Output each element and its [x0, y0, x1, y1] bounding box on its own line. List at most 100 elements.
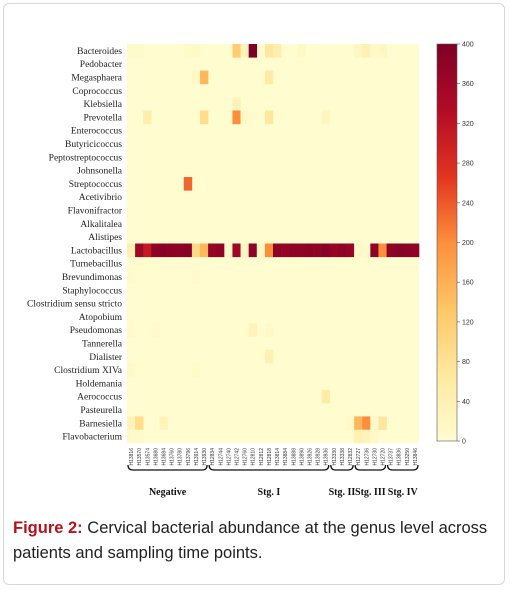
colorbar-tick-label: 200 — [462, 240, 474, 247]
genus-label: Alkalitalea — [80, 220, 122, 230]
genus-label: Holdemania — [76, 379, 123, 389]
colorbar — [436, 43, 458, 442]
figure-caption: Figure 2: Cervical bacterial abundance a… — [13, 516, 493, 566]
genus-label: Prevotella — [83, 113, 122, 123]
heatmap-cell — [264, 243, 274, 258]
heatmap-cell — [370, 44, 379, 58]
heatmap-cell — [346, 416, 355, 430]
heatmap-cell — [240, 110, 249, 125]
heatmap-cell — [264, 110, 274, 125]
sample-label: H12730 — [372, 448, 378, 466]
heatmap-cell — [159, 416, 168, 430]
heatmap-cell — [191, 270, 201, 284]
sample-label: H12742 — [235, 448, 241, 466]
genus-label: Lactobacillus — [71, 246, 122, 256]
colorbar-tick-label: 320 — [462, 121, 474, 128]
sample-label: H13780 — [178, 448, 184, 466]
heatmap-cell — [370, 243, 379, 258]
group-label: Stg. III — [355, 487, 386, 498]
heatmap-cell — [264, 323, 274, 337]
heatmap-cell — [208, 243, 217, 258]
genus-label: Flavobacterium — [62, 433, 122, 443]
sample-label: H13888 — [291, 448, 297, 466]
heatmap-cell — [273, 243, 282, 258]
sample-label: H12720 — [381, 448, 387, 466]
heatmap-cell — [191, 44, 201, 58]
heatmap-cell — [402, 243, 412, 258]
heatmap-cell — [378, 44, 387, 58]
heatmap-cell — [232, 110, 241, 125]
sample-label: H12832 — [348, 448, 354, 466]
genus-label: Clostridium XIVa — [54, 366, 123, 376]
heatmap-cell — [264, 349, 274, 364]
heatmap-cell — [159, 243, 168, 258]
genus-label: Peptostreptococcus — [49, 153, 123, 163]
heatmap-cell — [297, 44, 306, 58]
heatmap-cell — [354, 429, 363, 444]
heatmap-cell — [337, 243, 347, 258]
sample-label: H13816 — [129, 448, 135, 466]
sample-label: H13684 — [162, 448, 168, 466]
colorbar-tick-label: 400 — [462, 42, 474, 49]
group-label: Stg. IV — [388, 487, 419, 498]
heatmap-cell — [297, 243, 306, 258]
genus-label: Alistipes — [88, 233, 122, 243]
genus-label: Barnesiella — [79, 419, 123, 429]
heatmap-chart: Bacteroides Pedobacter Megasphaera Coprococ… — [27, 42, 474, 499]
heatmap-cell — [167, 243, 176, 258]
heatmap-cell — [232, 44, 241, 58]
sample-label: H13814 — [275, 448, 281, 466]
group-bracket — [330, 464, 354, 471]
genus-label: Pseudomonas — [70, 326, 123, 336]
sample-label: H12760 — [243, 448, 249, 466]
genus-label: Johnsonella — [77, 167, 123, 177]
heatmap-cell — [362, 243, 371, 258]
sample-label: H13570 — [137, 448, 143, 466]
sample-label: H13926 — [308, 448, 314, 466]
heatmap-cell — [200, 110, 209, 125]
genus-label: Megasphaera — [71, 73, 122, 83]
heatmap-cell — [378, 416, 387, 430]
heatmap-cell — [200, 70, 209, 85]
heatmap-cell — [248, 323, 258, 337]
heatmap-cell — [183, 243, 193, 258]
group-bracket — [354, 464, 387, 471]
heatmap-cell — [183, 177, 193, 191]
genus-label: Tannerella — [82, 339, 123, 349]
sample-label: H13846 — [413, 448, 419, 466]
sample-label: H13930 — [202, 448, 208, 466]
heatmap-cell — [240, 44, 249, 58]
heatmap-cell — [313, 243, 322, 258]
heatmap-cell — [346, 243, 355, 258]
heatmap-cell — [281, 243, 290, 258]
heatmap-cell — [273, 44, 282, 58]
heatmap-cell — [370, 429, 379, 444]
heatmap-cell — [135, 44, 144, 58]
heatmap-cell — [256, 243, 266, 258]
heatmap-cell — [127, 243, 136, 258]
heatmap-cell — [394, 243, 404, 258]
heatmap-cell — [378, 243, 387, 258]
colorbar-tick-label: 160 — [462, 280, 474, 287]
heatmap-cell — [135, 416, 144, 430]
group-bracket — [127, 464, 208, 471]
sample-label: H13884 — [283, 448, 289, 466]
heatmap-cell — [127, 429, 136, 444]
genus-label: Pedobacter — [80, 60, 123, 70]
colorbar-tick-label: 120 — [462, 319, 474, 326]
heatmap-cell — [264, 44, 274, 58]
sample-label: H12810 — [251, 448, 257, 466]
colorbar-tick-label: 80 — [462, 359, 470, 366]
heatmap-cell — [329, 243, 339, 258]
sample-label: H12812 — [259, 448, 265, 466]
figure-label: Figure 2: — [13, 519, 83, 537]
genus-label: Streptococcus — [69, 180, 123, 190]
genus-label: Staphylococcus — [62, 286, 122, 296]
heatmap-cell — [321, 243, 331, 258]
group-bracket — [208, 464, 330, 471]
colorbar-tick-label: 280 — [462, 161, 474, 168]
genus-label: Turnebacillus — [70, 260, 122, 270]
sample-label: H13330 — [332, 448, 338, 466]
caption-text: Cervical bacterial abundance at the genu… — [13, 519, 488, 562]
colorbar-tick-label: 360 — [462, 81, 474, 88]
